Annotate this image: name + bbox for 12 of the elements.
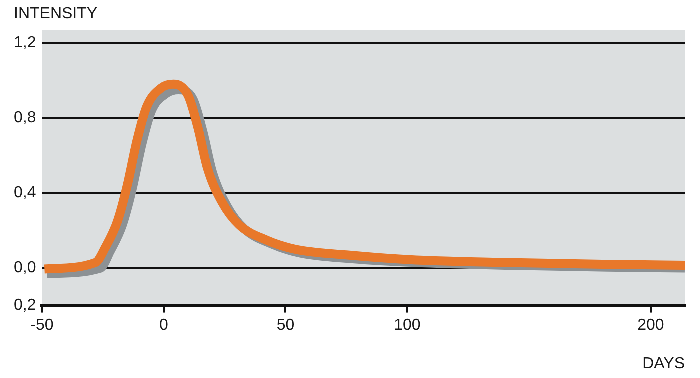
x-tick-label: 200	[638, 316, 664, 334]
y-tick-label: 1,2	[14, 34, 36, 52]
y-axis-title: INTENSITY	[14, 5, 98, 22]
y-tick-label: 0,2	[14, 297, 36, 314]
x-axis-title: DAYS	[642, 355, 685, 372]
x-tick-label: 0	[160, 316, 169, 334]
x-tick-label: 50	[276, 316, 295, 334]
x-tick-label: -50	[30, 316, 54, 334]
y-tick-label: 0,0	[14, 260, 36, 277]
y-tick-label: 0,8	[14, 110, 36, 127]
x-tick-label: 100	[394, 316, 421, 334]
y-tick-label: 0,4	[14, 184, 36, 202]
